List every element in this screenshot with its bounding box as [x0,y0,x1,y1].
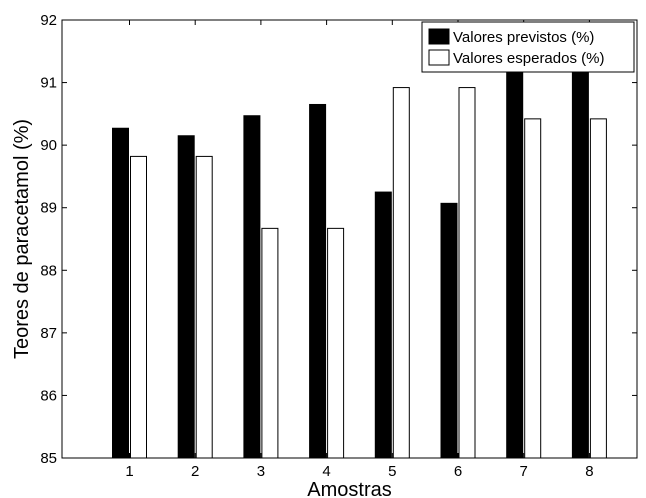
legend-swatch-previstos [428,28,450,45]
y-tick-label: 87 [40,325,57,342]
legend: Valores previstos (%) Valores esperados … [421,21,635,73]
bar-esperados-6 [458,87,476,459]
bar-esperados-1 [130,155,147,459]
bar-previstos-2 [177,135,195,459]
x-tick-label: 2 [191,463,199,480]
x-tick-label: 7 [520,463,528,480]
bar-previstos-8 [571,71,589,459]
bars-layer [112,71,607,459]
x-tick-label: 3 [257,463,265,480]
y-tick-label: 86 [40,387,57,404]
x-axis-label: Amostras [307,479,391,498]
x-tick-label: 8 [585,463,593,480]
y-tick-label: 91 [40,75,57,92]
y-axis-label: Teores de paracetamol (%) [11,119,33,359]
y-tick-label: 89 [40,200,57,217]
y-tick-label: 88 [40,262,57,279]
legend-label-previstos: Valores previstos (%) [453,29,594,46]
legend-swatch-esperados [428,49,450,66]
bar-esperados-5 [392,87,410,459]
y-tick-label: 85 [40,450,57,467]
plot-background [62,20,637,458]
bar-esperados-4 [327,227,345,459]
legend-label-esperados: Valores esperados (%) [453,50,604,67]
bar-previstos-6 [440,202,458,459]
bar-esperados-7 [524,118,542,459]
x-axis-ticks: 1 2 3 4 5 6 7 8 [125,20,594,480]
bar-previstos-5 [374,191,392,459]
bar-previstos-4 [309,103,327,459]
bar-previstos-1 [112,127,129,459]
x-tick-label: 4 [322,463,330,480]
bar-previstos-7 [506,71,524,459]
x-tick-label: 1 [125,463,133,480]
bar-esperados-3 [261,227,279,459]
x-tick-label: 6 [454,463,462,480]
x-tick-label: 5 [388,463,396,480]
bar-esperados-2 [195,155,213,459]
y-tick-label: 92 [40,12,57,29]
plot-frame [61,19,638,459]
bar-previstos-3 [243,115,261,459]
bar-esperados-8 [589,118,607,459]
legend-box [421,21,635,73]
y-tick-label: 90 [40,137,57,154]
